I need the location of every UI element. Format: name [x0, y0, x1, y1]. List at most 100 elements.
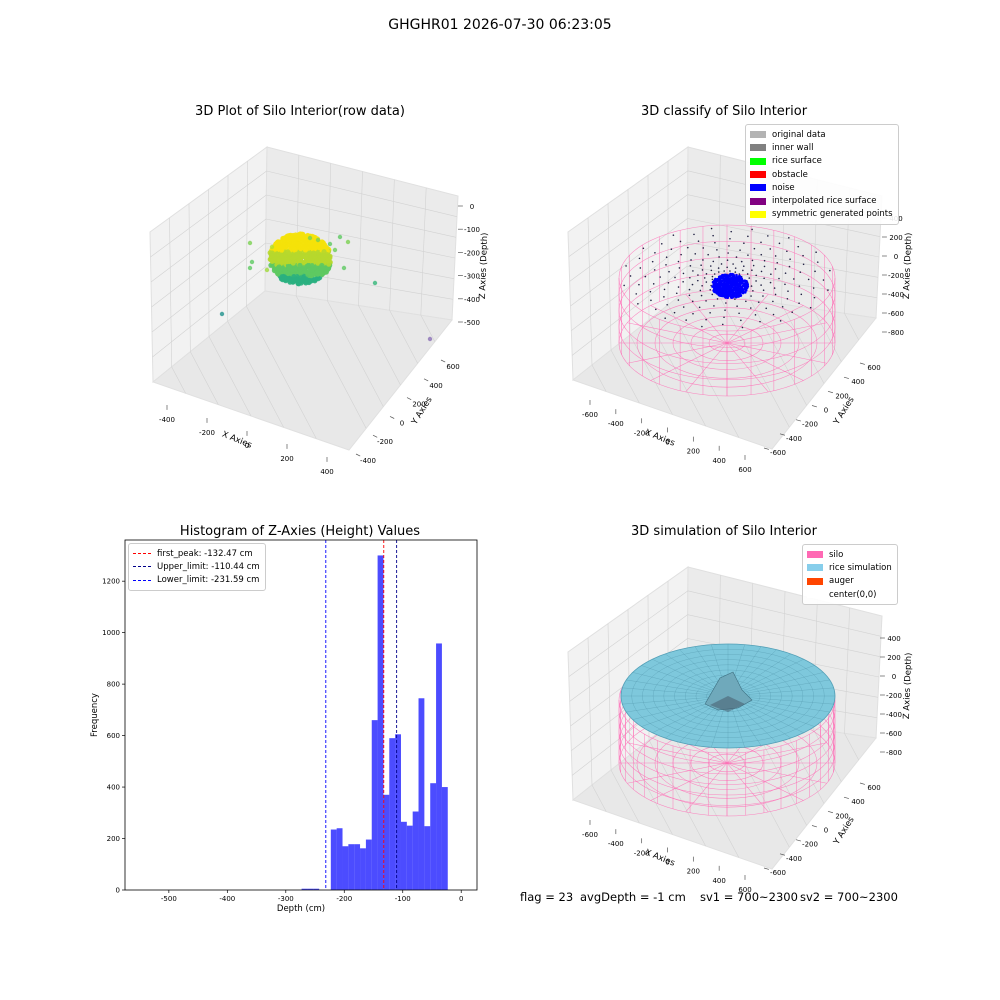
histogram-legend-label: Upper_limit: -110.44 cm — [157, 561, 260, 572]
raw-y-tick-mark — [372, 434, 378, 438]
histogram-x-tick-label: -500 — [161, 895, 177, 903]
classify-legend-item: rice surface — [750, 155, 893, 168]
histogram-bar — [412, 811, 419, 890]
simulation-legend-label: center(0,0) — [829, 589, 877, 600]
histogram-frame — [124, 539, 478, 891]
classify-y-tick-label: -200 — [802, 421, 818, 429]
simulation-y-tick-label: 0 — [824, 827, 828, 835]
raw-outlier-point — [372, 280, 378, 286]
histogram-bar — [383, 794, 390, 890]
raw-z-tick-label: -200 — [464, 249, 480, 257]
raw-y-tick-mark — [389, 416, 395, 419]
classify-legend-swatch — [750, 184, 766, 192]
simulation-legend-label: auger — [829, 576, 854, 587]
simulation-y-tick-mark — [763, 867, 769, 870]
raw-outlier-point — [345, 239, 351, 245]
classify-x-tick-label: 600 — [738, 466, 751, 474]
raw-outlier-point — [307, 235, 313, 241]
simulation-x-tick-label: 0 — [665, 859, 669, 867]
simulation-legend-item: silo — [807, 548, 892, 561]
simulation-y-tick-mark — [843, 796, 849, 799]
raw-point-cloud — [219, 231, 433, 342]
histogram-x-tick-label: 0 — [459, 895, 463, 903]
simulation-y-tick-mark — [811, 825, 817, 828]
classify-legend-swatch — [750, 197, 766, 205]
classify-legend-item: symmetric generated points — [750, 208, 893, 221]
simulation-x-tick-label: -600 — [582, 831, 598, 839]
simulation-y-tick-label: 400 — [851, 798, 864, 806]
histogram-y-tick-label: 0 — [116, 887, 120, 895]
histogram-legend: first_peak: -132.47 cm Upper_limit: -110.… — [128, 543, 266, 591]
histogram-y-tick-label: 600 — [107, 732, 120, 740]
histogram-bars — [301, 555, 448, 890]
raw-x-tick-label: 0 — [245, 442, 249, 450]
classify-legend-item: noise — [750, 181, 893, 194]
simulation-x-tick-label: -400 — [608, 840, 624, 848]
histogram-y-axis-label: Frequency — [90, 693, 100, 737]
raw-z-tick-label: -100 — [464, 226, 480, 234]
sv2-text: sv2 = 700~2300 — [800, 890, 898, 904]
simulation-z-tick-label: -800 — [886, 749, 902, 757]
classify-legend-label: rice surface — [772, 156, 822, 167]
classify-x-tick-label: 0 — [665, 439, 669, 447]
simulation-legend-item: rice simulation — [807, 561, 892, 574]
histogram-legend-item: Lower_limit: -231.59 cm — [133, 574, 260, 587]
raw-x-axis-label: X Axies — [220, 430, 253, 451]
raw-outlier-point — [269, 244, 275, 250]
raw-y-tick-mark — [406, 397, 412, 401]
histogram-bar — [377, 555, 384, 890]
avg-depth-text: avgDepth = -1 cm — [580, 890, 686, 904]
histogram-x-tick-label: -300 — [278, 895, 294, 903]
histogram-legend-swatch — [133, 553, 151, 555]
histogram-bar — [395, 734, 401, 890]
classify-y-tick-label: 400 — [851, 378, 864, 386]
histogram-title: Histogram of Z-Axies (Height) Values — [179, 524, 421, 539]
classify-z-tick-label: -400 — [888, 291, 904, 299]
simulation-x-axis-label: X Axies — [643, 848, 676, 869]
histogram-y-tick-label: 1000 — [102, 629, 120, 637]
classify-x-axis-label: X Axies — [643, 428, 676, 449]
classify-y-tick-label: -600 — [770, 449, 786, 457]
raw-outlier-point — [327, 241, 333, 247]
raw-outlier-point — [219, 311, 225, 317]
classify-legend-label: original data — [772, 129, 826, 140]
classify-y-tick-mark — [827, 390, 833, 394]
raw-y-tick-mark — [440, 359, 446, 363]
histogram-legend-swatch — [133, 579, 151, 581]
simulation-y-tick-label: 600 — [867, 784, 880, 792]
classify-legend-label: obstacle — [772, 169, 808, 180]
simulation-legend-swatch — [807, 551, 823, 559]
histogram-bar — [418, 698, 425, 890]
raw-y-tick-label: 600 — [446, 363, 459, 371]
classify-legend-item: obstacle — [750, 168, 893, 181]
histogram-bar — [360, 848, 366, 890]
histogram-bar — [424, 826, 431, 890]
classify-x-tick-label: 200 — [687, 448, 700, 456]
raw-outlier-point — [337, 234, 343, 240]
simulation-y-tick-label: -600 — [770, 869, 786, 877]
simulation-z-axis-label: Z Axies (Depth) — [902, 652, 914, 719]
raw-y-tick-label: -200 — [377, 438, 393, 446]
simulation-x-tick-label: 200 — [687, 868, 700, 876]
histogram-bar — [348, 844, 355, 890]
classify-legend-label: symmetric generated points — [772, 209, 893, 220]
raw-x-tick-label: 200 — [280, 455, 293, 463]
classify-x-tick-label: -200 — [634, 429, 650, 437]
simulation-legend-swatch — [807, 564, 823, 572]
classify-legend-swatch — [750, 210, 766, 218]
histogram-y-tick-label: 1200 — [102, 578, 120, 586]
raw-y-tick-label: -400 — [360, 457, 376, 465]
classify-legend-label: inner wall — [772, 142, 814, 153]
sv1-text: sv1 = 700~2300 — [700, 890, 798, 904]
raw-outlier-point — [247, 265, 253, 271]
simulation-legend-swatch — [807, 577, 823, 585]
raw-y-tick-mark — [355, 453, 361, 457]
raw-plot-title: 3D Plot of Silo Interior(row data) — [195, 104, 405, 119]
histogram-legend-label: first_peak: -132.47 cm — [157, 548, 253, 559]
histogram-bar — [389, 738, 396, 890]
classify-y-tick-label: 0 — [824, 407, 828, 415]
raw-y-tick-label: 400 — [429, 382, 442, 390]
histogram-bar — [436, 643, 442, 890]
histogram-x-tick-label: -100 — [395, 895, 411, 903]
raw-z-tick-label: 0 — [470, 203, 474, 211]
